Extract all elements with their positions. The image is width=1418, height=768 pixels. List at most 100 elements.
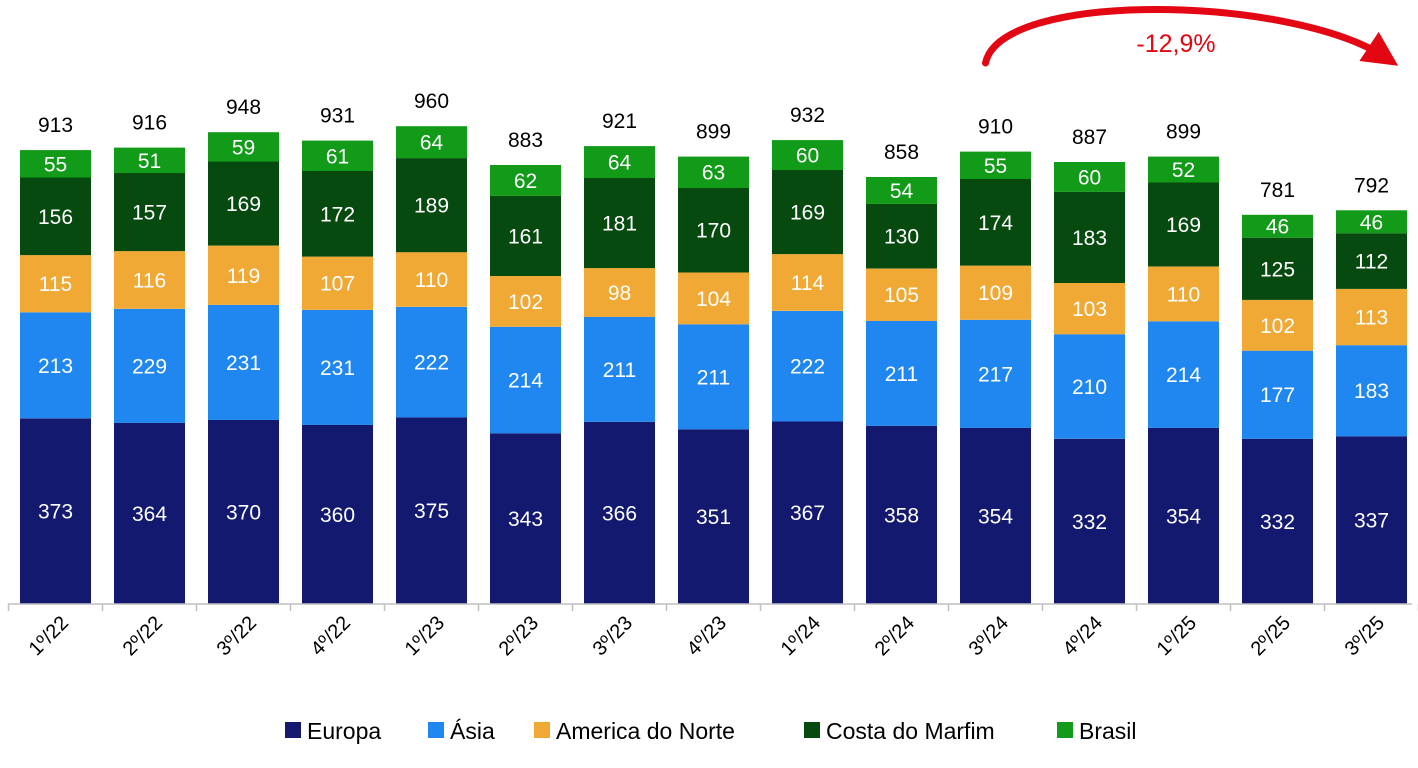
bar-segment [1336, 233, 1407, 289]
bar-segment [866, 320, 937, 426]
bar-segment [1242, 299, 1313, 351]
bar-segment [1054, 334, 1125, 439]
segment-value-label: 60 [1078, 167, 1101, 190]
bar-segment [490, 165, 561, 196]
segment-value-label: 54 [890, 180, 914, 203]
segment-value-label: 332 [1072, 511, 1107, 534]
segment-value-label: 98 [608, 282, 631, 305]
total-value-label: 916 [132, 112, 167, 135]
change-annotation: -12,9% [982, 6, 1399, 67]
segment-value-label: 231 [226, 352, 261, 375]
segment-value-label: 125 [1260, 258, 1295, 281]
bar-segment [1054, 191, 1125, 283]
segment-value-label: 102 [508, 291, 543, 314]
segment-value-label: 183 [1354, 380, 1389, 403]
segment-value-label: 115 [39, 273, 72, 296]
total-value-label: 932 [790, 104, 825, 127]
bars-layer [20, 126, 1407, 604]
segment-value-label: 174 [978, 212, 1013, 235]
bar-segment [1148, 427, 1219, 604]
segment-value-label: 367 [790, 502, 825, 525]
legend-swatch [1057, 722, 1073, 738]
segment-value-label: 60 [796, 145, 819, 168]
total-value-label: 913 [38, 114, 73, 137]
x-tick-label: 1º/25 [1153, 612, 1201, 660]
legend-swatch [534, 722, 550, 738]
bar-segment [584, 146, 655, 178]
bar-segment [114, 251, 185, 309]
bar-segment [866, 177, 937, 204]
segment-value-label: 229 [132, 355, 167, 378]
bar-segment [114, 308, 185, 423]
bar-segment [960, 319, 1031, 428]
segment-value-label: 351 [696, 506, 731, 529]
change-annotation-text: -12,9% [1136, 30, 1215, 58]
segment-value-label: 213 [38, 355, 73, 378]
segment-value-label: 130 [884, 226, 919, 249]
total-value-label: 883 [508, 129, 543, 152]
segment-value-label: 211 [697, 366, 730, 389]
labels-layer: 373 213 115 156 55 913 364 229 116 157 51 916 370 231… [38, 90, 1389, 534]
segment-value-label: 214 [508, 370, 543, 393]
segment-value-label: 61 [326, 145, 349, 168]
bar-segment [960, 151, 1031, 179]
segment-value-label: 116 [133, 270, 166, 293]
segment-value-label: 332 [1260, 511, 1295, 534]
bar-segment [20, 150, 91, 178]
bar-segment [584, 421, 655, 604]
segment-value-label: 63 [702, 162, 725, 185]
segment-value-label: 337 [1354, 510, 1389, 533]
bar-segment [772, 140, 843, 170]
bar-segment [490, 433, 561, 604]
segment-value-label: 373 [38, 501, 73, 524]
segment-value-label: 55 [984, 155, 1007, 178]
segment-value-label: 51 [138, 150, 161, 173]
segment-value-label: 59 [232, 136, 255, 159]
segment-value-label: 64 [420, 132, 444, 155]
total-value-label: 960 [414, 90, 449, 113]
segment-value-label: 157 [132, 202, 167, 225]
segment-value-label: 222 [414, 352, 449, 375]
legend-swatch [804, 722, 820, 738]
bar-segment [584, 178, 655, 269]
bar-segment [208, 304, 279, 420]
segment-value-label: 354 [1166, 505, 1201, 528]
segment-value-label: 64 [608, 152, 632, 175]
bar-segment [20, 418, 91, 604]
segment-value-label: 172 [320, 203, 355, 226]
segment-value-label: 113 [1355, 307, 1388, 330]
segment-value-label: 370 [226, 501, 261, 524]
bar-segment [20, 177, 91, 256]
bar-segment [866, 268, 937, 321]
bar-segment [1336, 345, 1407, 437]
segment-value-label: 358 [884, 504, 919, 527]
total-value-label: 887 [1072, 126, 1107, 149]
bar-segment [678, 156, 749, 188]
total-value-label: 781 [1260, 179, 1295, 202]
bar-segment [208, 161, 279, 246]
segment-value-label: 161 [508, 226, 543, 249]
bar-segment [1242, 214, 1313, 238]
segment-value-label: 104 [696, 288, 731, 311]
bar-segment [396, 417, 467, 604]
segment-value-label: 102 [1260, 315, 1295, 338]
bar-segment [1336, 436, 1407, 604]
bar-segment [114, 173, 185, 252]
bar-segment [490, 195, 561, 276]
bar-segment [396, 252, 467, 307]
segment-value-label: 110 [415, 269, 448, 292]
total-value-label: 899 [696, 121, 731, 144]
bar-segment [584, 316, 655, 422]
bar-segment [396, 306, 467, 418]
bar-segment [1148, 182, 1219, 267]
segment-value-label: 109 [978, 282, 1013, 305]
bar-segment [678, 187, 749, 273]
segment-value-label: 107 [320, 273, 355, 296]
segment-value-label: 110 [1167, 283, 1200, 306]
segment-value-label: 169 [790, 202, 825, 225]
segment-value-label: 217 [978, 363, 1013, 386]
x-tick-label: 1º/23 [401, 612, 449, 660]
x-tick-label: 4º/22 [307, 612, 355, 660]
segment-value-label: 119 [227, 265, 260, 288]
bar-segment [1148, 156, 1219, 183]
